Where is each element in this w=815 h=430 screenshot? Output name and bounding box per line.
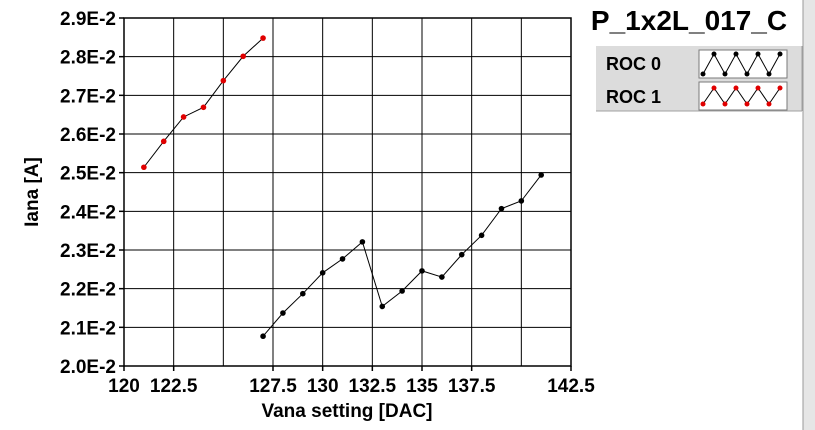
- legend-marker: [722, 101, 728, 107]
- data-point: [319, 270, 326, 276]
- y-axis-title: Iana [A]: [22, 157, 43, 227]
- y-tick-label: 2.0E-2: [60, 357, 116, 378]
- data-point: [240, 53, 246, 60]
- legend-marker: [700, 101, 706, 107]
- legend-label-roc0: ROC 0: [606, 54, 661, 74]
- data-point: [498, 205, 505, 212]
- data-point: [458, 251, 465, 258]
- data-point: [538, 172, 544, 178]
- plot-area: [123, 17, 572, 367]
- y-tick-label: 2.2E-2: [60, 280, 116, 301]
- data-point: [399, 288, 405, 294]
- legend-swatch-roc1: [698, 81, 788, 111]
- x-axis-title: Vana setting [DAC]: [261, 401, 432, 422]
- x-tick-label: 122.5: [150, 376, 198, 397]
- legend-marker: [777, 51, 783, 57]
- y-tick-label: 2.8E-2: [60, 48, 116, 69]
- legend-marker: [744, 71, 750, 77]
- x-tick-label: 120: [108, 376, 140, 397]
- legend-marker: [766, 71, 772, 77]
- y-tick-label: 2.5E-2: [60, 164, 116, 185]
- legend-marker: [733, 85, 739, 91]
- grid-lines: [124, 18, 571, 366]
- y-tick-label: 2.6E-2: [60, 125, 116, 146]
- legend-item-roc0: ROC 0: [606, 49, 788, 79]
- series-layer: [141, 35, 544, 340]
- data-point: [220, 77, 227, 84]
- y-tick-label: 2.4E-2: [60, 202, 116, 223]
- x-tick-label: 127.5: [249, 376, 297, 397]
- data-point: [379, 303, 386, 310]
- legend-marker: [700, 71, 706, 77]
- series-1: [141, 35, 266, 171]
- x-tick-label: 132.5: [349, 376, 397, 397]
- legend-marker: [722, 71, 728, 77]
- data-point: [439, 274, 445, 280]
- legend-marker: [711, 85, 717, 91]
- data-point: [160, 138, 167, 145]
- right-edge-strip: [803, 0, 815, 430]
- legend-label-roc1: ROC 1: [606, 87, 661, 107]
- legend-marker: [744, 101, 750, 107]
- chart-title: P_1x2L_017_C: [591, 5, 787, 36]
- axis-ticks: 2.0E-2 2.1E-2 2.2E-2 2.3E-2 2.4E-2 2.5E-2 2.6E…: [60, 9, 595, 397]
- x-tick-label: 130: [307, 376, 339, 397]
- y-tick-label: 2.9E-2: [60, 9, 116, 30]
- data-point: [180, 114, 187, 120]
- data-point: [300, 290, 306, 297]
- y-tick-label: 2.3E-2: [60, 241, 116, 262]
- legend-marker: [733, 51, 739, 57]
- x-tick-label: 137.5: [448, 376, 496, 397]
- legend-item-roc1: ROC 1: [606, 81, 788, 111]
- data-point: [200, 104, 207, 111]
- data-point: [518, 198, 525, 204]
- data-point: [141, 164, 147, 171]
- legend-marker: [766, 101, 772, 107]
- data-point: [260, 333, 266, 340]
- y-tick-label: 2.1E-2: [60, 318, 116, 339]
- y-tick-label: 2.7E-2: [60, 86, 116, 107]
- data-point: [280, 310, 286, 316]
- data-point: [359, 239, 366, 245]
- data-point: [260, 35, 266, 41]
- series-0: [260, 172, 544, 340]
- legend-marker: [755, 85, 761, 91]
- x-tick-label: 142.5: [547, 376, 595, 397]
- x-tick-label: 135: [406, 376, 438, 397]
- legend-marker: [777, 85, 783, 91]
- data-point: [419, 268, 425, 274]
- legend-marker: [755, 51, 761, 57]
- data-point: [339, 256, 346, 262]
- data-point: [478, 232, 485, 239]
- legend-marker: [711, 51, 717, 57]
- legend: ROC 0 ROC 1: [596, 46, 803, 112]
